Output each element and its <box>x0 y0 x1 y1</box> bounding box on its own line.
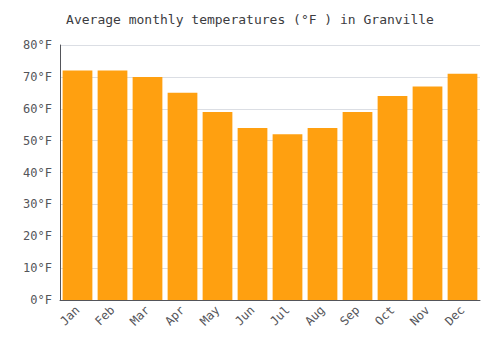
svg-text:Sep: Sep <box>337 303 362 328</box>
svg-text:50°F: 50°F <box>23 134 52 148</box>
svg-text:80°F: 80°F <box>23 38 52 52</box>
svg-text:40°F: 40°F <box>23 166 52 180</box>
svg-text:20°F: 20°F <box>23 229 52 243</box>
svg-text:Jun: Jun <box>232 303 257 328</box>
svg-text:Jul: Jul <box>267 303 292 328</box>
svg-text:Oct: Oct <box>372 303 397 328</box>
svg-text:Average monthly temperatures (: Average monthly temperatures (°F ) in Gr… <box>66 12 434 27</box>
svg-text:10°F: 10°F <box>23 261 52 275</box>
svg-text:Feb: Feb <box>92 303 117 328</box>
svg-text:Dec: Dec <box>442 303 467 328</box>
svg-text:0°F: 0°F <box>30 293 52 307</box>
svg-text:May: May <box>197 303 222 328</box>
svg-text:Mar: Mar <box>127 303 152 328</box>
svg-text:Nov: Nov <box>407 303 432 328</box>
svg-text:60°F: 60°F <box>23 102 52 116</box>
svg-text:Aug: Aug <box>302 303 327 328</box>
svg-text:Jan: Jan <box>57 303 82 328</box>
svg-text:30°F: 30°F <box>23 197 52 211</box>
svg-text:Apr: Apr <box>162 303 187 328</box>
svg-text:70°F: 70°F <box>23 70 52 84</box>
